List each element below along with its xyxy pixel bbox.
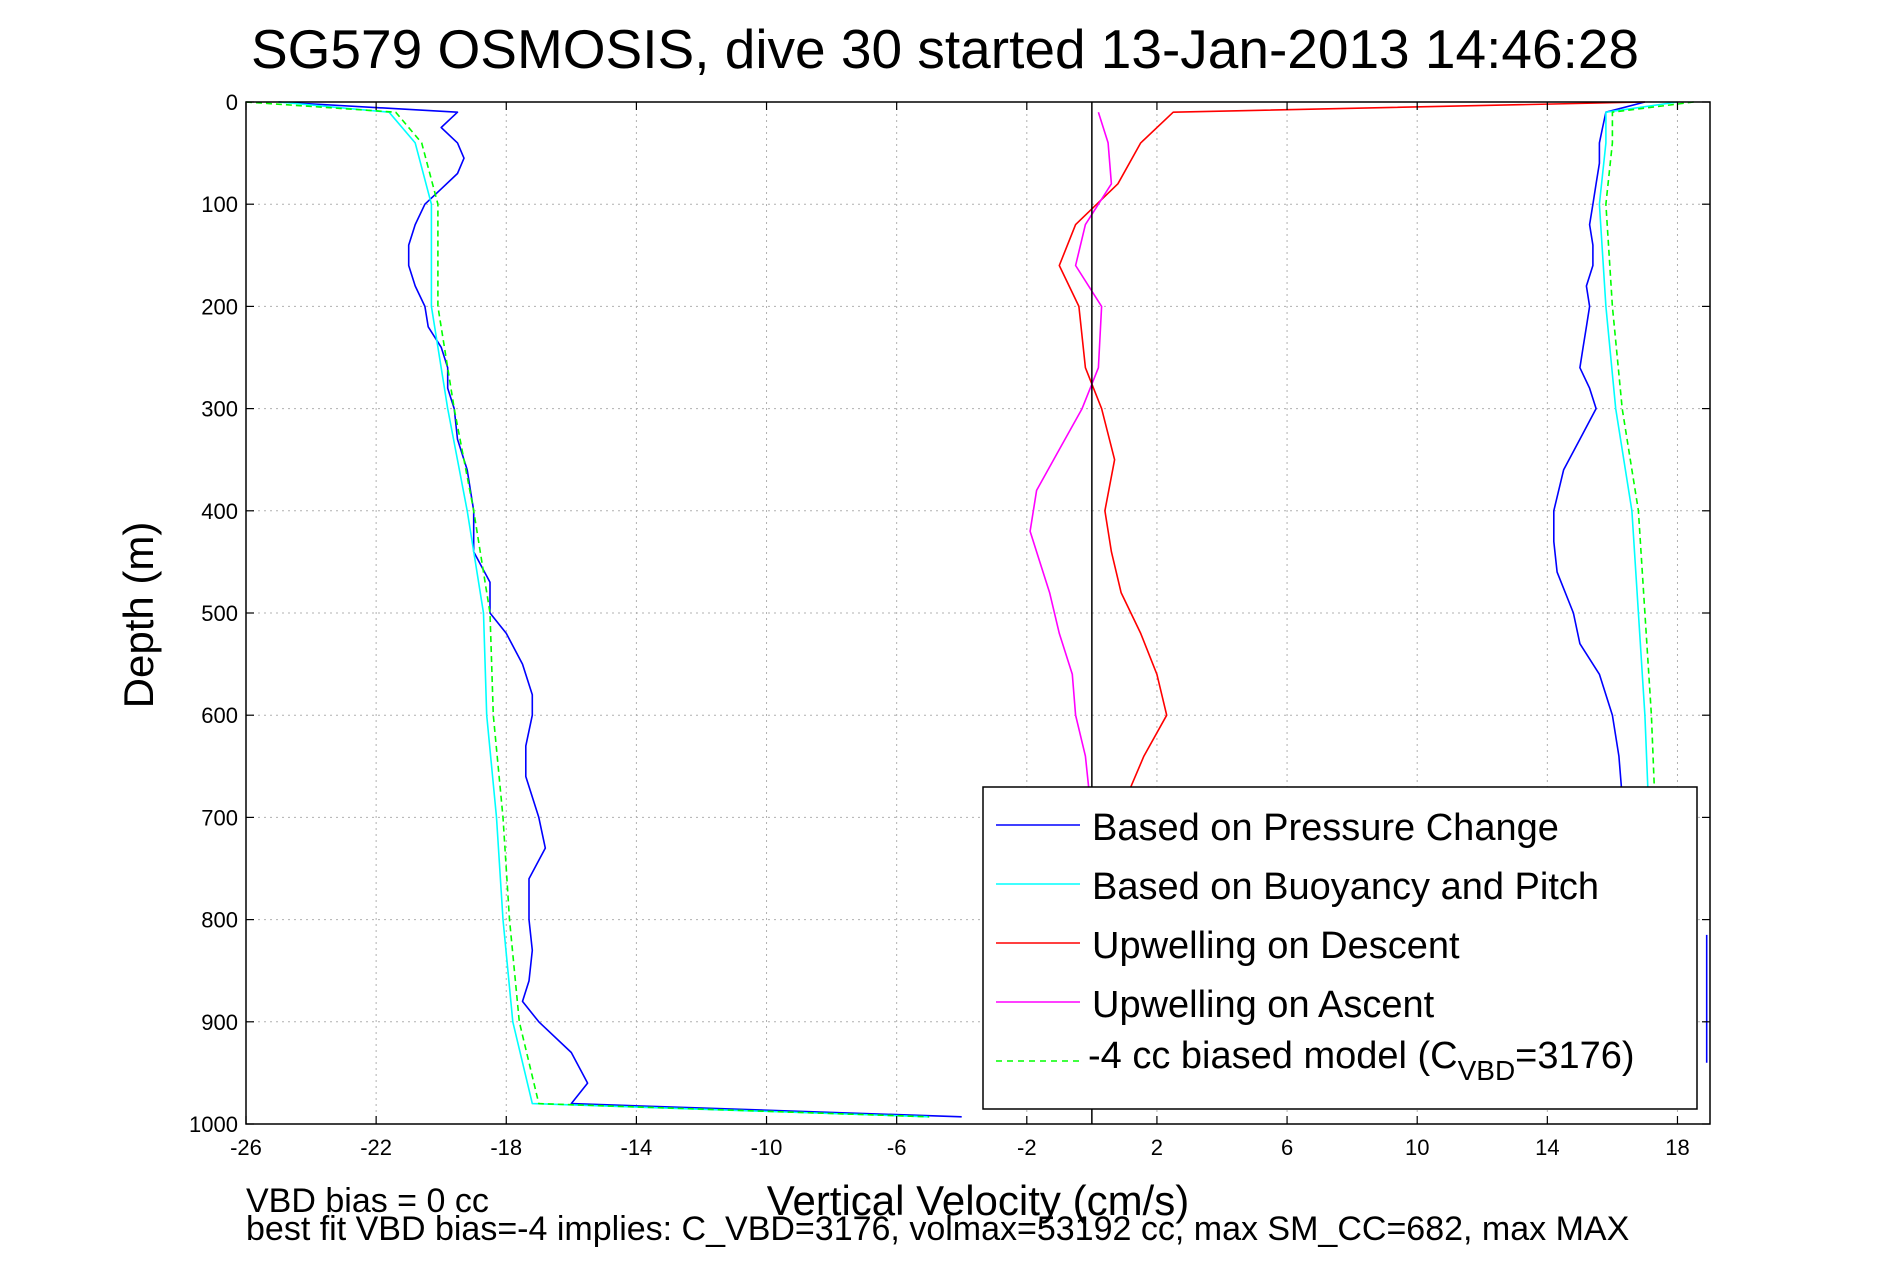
x-tick-label: -22 [360, 1135, 392, 1160]
y-tick-label: 700 [201, 805, 238, 830]
legend: Based on Pressure Change Based on Buoyan… [982, 786, 1698, 1110]
y-tick-label: 0 [226, 90, 238, 115]
series-line-4-cc-biased-model-c-vbd-3176 [1605, 101, 1694, 798]
series-line-upwelling-on-ascent [1029, 111, 1113, 787]
y-tick-label: 100 [201, 192, 238, 217]
x-tick-label: -10 [751, 1135, 783, 1160]
chart-title: SG579 OSMOSIS, dive 30 started 13-Jan-20… [251, 18, 1639, 80]
series-line-based-on-pressure-change [1553, 101, 1646, 798]
legend-model-sub: VBD [1458, 1055, 1516, 1086]
legend-label-ascent: Upwelling on Ascent [1092, 984, 1435, 1026]
y-tick-label: 200 [201, 294, 238, 319]
axis-ticks: -26 -22 -18 -14 -10 -6 -2 2 6 10 14 180100200300400… [189, 90, 1710, 1160]
x-tick-label: 10 [1405, 1135, 1429, 1160]
footer-fit-line: best fit VBD bias=-4 implies: C_VBD=3176… [246, 1210, 1629, 1248]
x-tick-label: 14 [1535, 1135, 1559, 1160]
y-tick-label: 400 [201, 499, 238, 524]
x-tick-label: -6 [887, 1135, 907, 1160]
y-tick-label: 800 [201, 908, 238, 933]
series-line-upwelling-on-descent [1058, 101, 1645, 788]
legend-box [982, 786, 1698, 1110]
legend-label-pressure: Based on Pressure Change [1092, 807, 1559, 849]
x-tick-label: -14 [621, 1135, 653, 1160]
legend-model-post: =3176) [1515, 1035, 1634, 1077]
legend-model-pre: -4 cc biased model (C [1088, 1035, 1458, 1077]
footer-bias-line: VBD bias = 0 cc [246, 1182, 489, 1220]
x-tick-label: 6 [1281, 1135, 1293, 1160]
legend-label-descent: Upwelling on Descent [1092, 925, 1460, 967]
series-line-4-cc-biased-model-c-vbd-3176 [245, 101, 930, 1118]
y-tick-label: 600 [201, 703, 238, 728]
y-tick-label: 1000 [189, 1112, 238, 1137]
series-line-based-on-buoyancy-and-pitch [278, 101, 930, 1118]
x-tick-label: 2 [1151, 1135, 1163, 1160]
x-tick-label: 18 [1665, 1135, 1689, 1160]
y-tick-label: 900 [201, 1010, 238, 1035]
y-tick-label: 300 [201, 397, 238, 422]
x-axis-label: Vertical Velocity (cm/s) [767, 1177, 1189, 1224]
series-line-based-on-buoyancy-and-pitch [1598, 101, 1678, 798]
y-tick-label: 500 [201, 601, 238, 626]
x-tick-label: -18 [490, 1135, 522, 1160]
x-tick-label: -26 [230, 1135, 262, 1160]
y-axis-label: Depth (m) [115, 522, 162, 709]
legend-label-model: -4 cc biased model (CVBD=3176) [1088, 1035, 1635, 1086]
series-lines [245, 101, 1708, 1118]
series-line-based-on-pressure-change [278, 101, 962, 1118]
legend-label-buoyancy: Based on Buoyancy and Pitch [1092, 866, 1599, 908]
x-tick-label: -2 [1017, 1135, 1037, 1160]
